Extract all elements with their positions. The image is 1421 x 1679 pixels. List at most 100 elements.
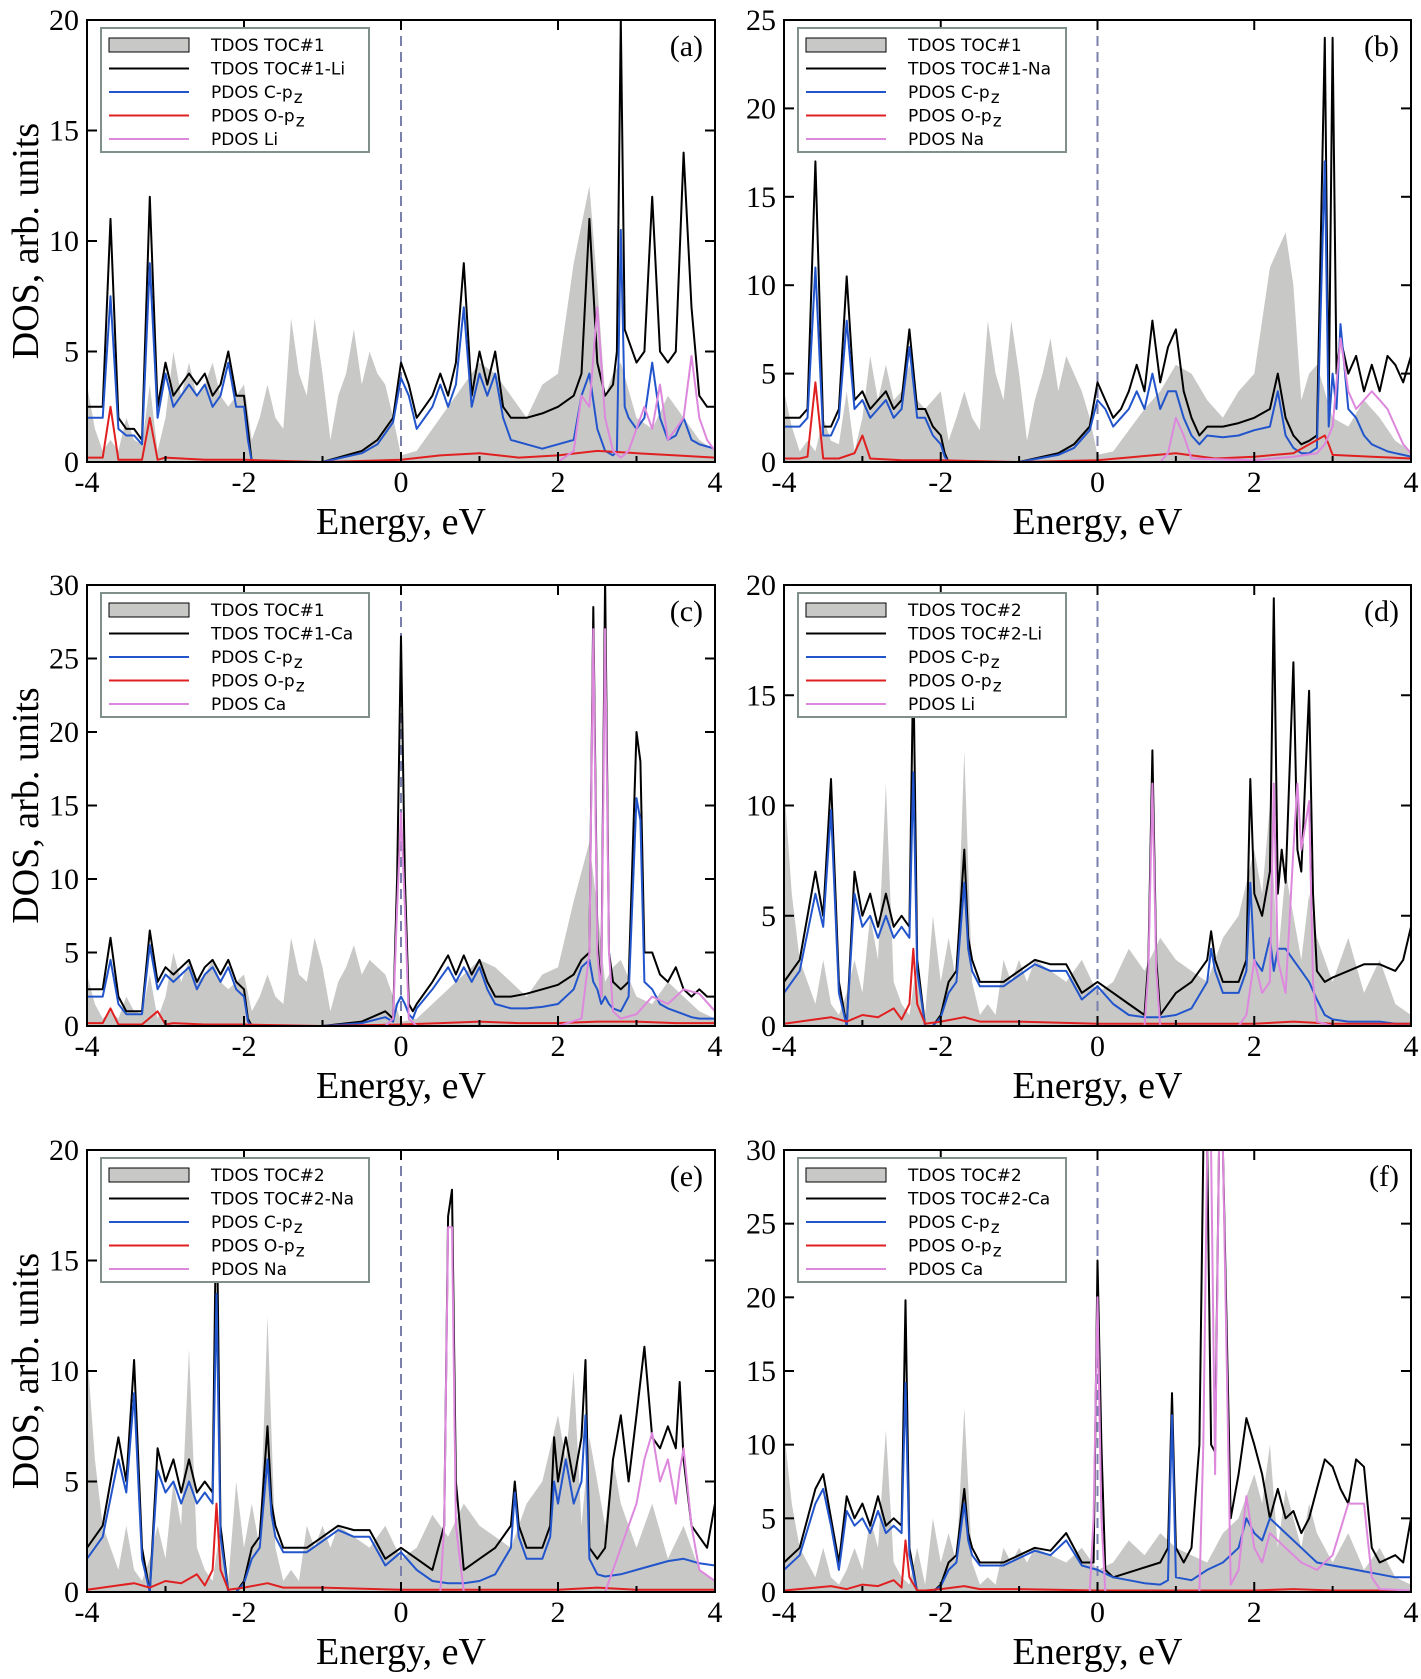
y-tick-label: 20 [49,1134,79,1167]
x-axis-label: Energy, eV [1013,1065,1183,1107]
y-tick-label: 15 [746,1355,776,1388]
series-c_pz-line [87,797,715,1026]
panel-b: -4 -2 0 2 4 0 5 10 15 20 25 Energy, eV (b) TDOS TOC#1… [746,4,1419,543]
legend-entry: TDOS TOC#1-Ca [210,625,353,645]
y-tick-label: 20 [49,716,79,749]
y-tick-label: 20 [49,4,79,37]
x-tick-label: -2 [928,1596,953,1629]
x-axis-label: Energy, eV [316,1065,486,1107]
series-tdos_ref-area [87,185,715,462]
x-axis-label: Energy, eV [1013,1631,1183,1673]
legend-entry: PDOS O-p [908,1237,992,1257]
legend-swatch-tdos_ref [108,1167,190,1183]
legend-swatch-tdos_ref [108,37,190,53]
y-tick-label: 25 [746,4,776,37]
panel-f: -4 -2 0 2 4 0 5 10 15 20 25 30 Energy, eV (f) TDOS TOC… [746,1134,1419,1673]
y-tick-label: 5 [761,900,776,933]
series-o_pz-line [87,1502,715,1591]
series-metal-line [87,628,715,1026]
x-tick-label: -2 [232,1596,257,1629]
legend-entry: TDOS TOC#1 [210,601,325,621]
y-tick-label: 5 [64,1466,79,1499]
y-tick-label: 10 [49,863,79,896]
legend-entry: TDOS TOC#2 [210,1166,325,1186]
legend-swatch-tdos_ref [805,602,887,618]
y-tick-label: 10 [49,225,79,258]
x-tick-label: 4 [708,1030,723,1063]
series-c_pz-line [784,1381,1411,1592]
legend-entry: PDOS Li [908,695,975,715]
legend-entry: PDOS C-p [908,83,990,103]
x-tick-label: -2 [232,466,257,499]
legend-entry: PDOS Na [908,130,984,150]
series-metal-line [784,782,1411,1026]
y-tick-label: 0 [761,1010,776,1043]
x-tick-label: 4 [1404,1596,1419,1629]
panel-label: (a) [670,30,703,63]
series-metal-line [87,1226,715,1592]
x-tick-label: -2 [928,1030,953,1063]
y-tick-label: 15 [746,679,776,712]
x-tick-label: 2 [1247,466,1262,499]
plot-area [87,20,715,462]
legend-entry: PDOS Ca [908,1260,983,1280]
x-tick-label: 2 [1247,1596,1262,1629]
x-tick-label: 2 [551,466,566,499]
panel-label: (c) [670,595,703,628]
y-tick-label: 5 [761,358,776,391]
legend-subscript: z [296,1242,305,1262]
series-c_pz-line [784,771,1411,1026]
legend-entry: PDOS O-p [908,672,992,692]
x-tick-label: 4 [1404,466,1419,499]
panel-label: (f) [1369,1160,1399,1193]
legend-entry: PDOS C-p [211,1213,293,1233]
panel-label: (d) [1364,595,1399,628]
x-tick-label: 2 [551,1596,566,1629]
legend-entry: TDOS TOC#2 [907,601,1022,621]
x-tick-label: 4 [708,1596,723,1629]
plot-area [784,1150,1411,1592]
x-tick-label: -4 [75,1596,100,1629]
y-tick-label: 5 [64,937,79,970]
x-tick-label: 0 [394,466,409,499]
legend-entry: PDOS O-p [211,672,295,692]
legend-entry: TDOS TOC#1 [210,36,325,56]
y-tick-label: 30 [49,569,79,602]
legend-entry: PDOS C-p [908,1213,990,1233]
plot-area [784,20,1411,462]
x-tick-label: 0 [1090,1596,1105,1629]
legend-subscript: z [991,1218,1000,1238]
y-tick-label: 10 [746,269,776,302]
y-tick-label: 15 [49,1245,79,1278]
series-tdos-line [87,585,715,1026]
y-tick-label: 15 [49,115,79,148]
y-tick-label: 0 [761,446,776,479]
series-tdos_ref-area [784,232,1411,462]
panel-a: -4 -2 0 2 4 0 5 10 15 20 Energy, eV DOS, arb. units… [5,4,723,543]
x-tick-label: 0 [1090,466,1105,499]
series-metal-line [87,306,715,462]
legend-swatch-tdos_ref [108,602,190,618]
y-tick-label: 10 [746,1429,776,1462]
legend-subscript: z [294,653,303,673]
series-metal-line [784,1150,1411,1592]
x-tick-label: 4 [708,466,723,499]
legend-subscript: z [294,88,303,108]
legend-entry: TDOS TOC#1 [907,36,1022,56]
series-o_pz-line [784,381,1411,462]
panel-c: -4 -2 0 2 4 0 5 10 15 20 25 30 Energy, eV DOS, arb. u… [5,569,723,1107]
panel-label: (b) [1364,30,1399,63]
legend-entry: TDOS TOC#2 [907,1166,1022,1186]
series-o_pz-line [784,947,1411,1025]
y-tick-label: 30 [746,1134,776,1167]
x-tick-label: -4 [772,1596,797,1629]
legend-subscript: z [991,653,1000,673]
y-tick-label: 10 [746,790,776,823]
x-tick-label: 2 [1247,1030,1262,1063]
panel-label: (e) [670,1160,703,1193]
series-tdos-line [784,597,1411,1026]
